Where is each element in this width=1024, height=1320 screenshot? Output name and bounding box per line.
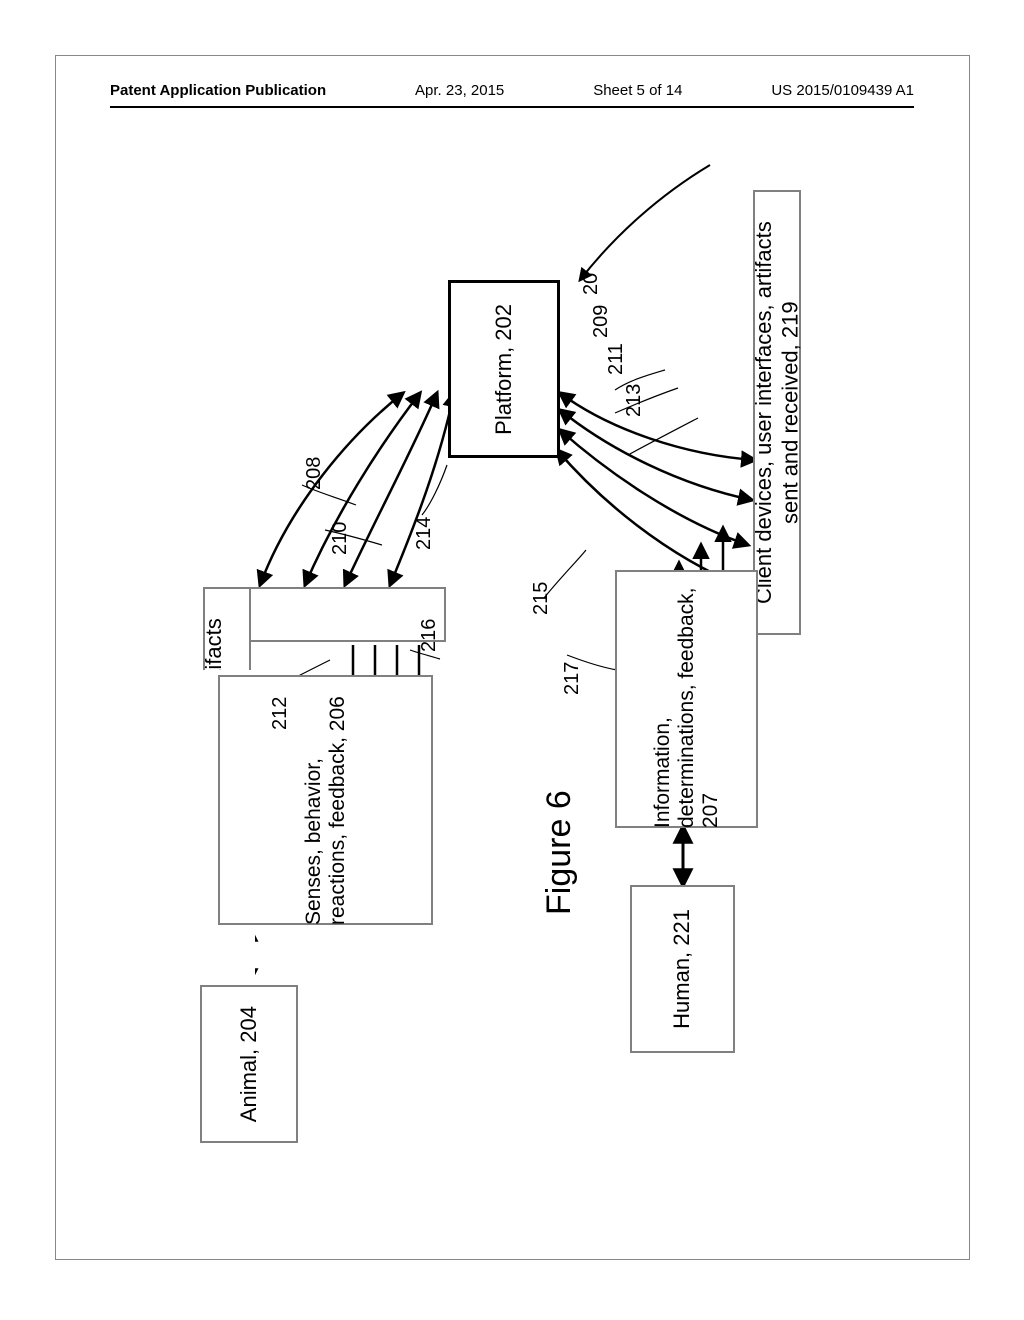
label-214: 214 [413, 517, 436, 550]
box-animal-label: Animal, 204 [236, 1006, 262, 1122]
box-human: Human, 221 [630, 885, 735, 1053]
box-platform-label: Platform, 202 [491, 304, 517, 435]
label-211: 211 [605, 343, 628, 375]
box-info-label: Information, determinations, feedback, 2… [651, 570, 723, 828]
header-rule [110, 106, 914, 108]
header-pubno: US 2015/0109439 A1 [771, 82, 914, 99]
box-client-right: Client devices, user interfaces, artifac… [753, 190, 801, 635]
box-info-text-wrap: Information, determinations, feedback, 2… [615, 570, 758, 828]
header-sheet: Sheet 5 of 14 [593, 82, 682, 99]
label-216: 216 [418, 619, 441, 652]
label-20: 20 [580, 273, 603, 295]
label-212: 212 [269, 697, 292, 730]
box-client-right-label: Client devices, user interfaces, artifac… [751, 198, 804, 627]
label-208: 208 [303, 457, 326, 490]
box-platform: Platform, 202 [448, 280, 560, 458]
header: Patent Application Publication Apr. 23, … [110, 82, 914, 99]
label-217: 217 [561, 662, 584, 695]
label-209: 209 [590, 305, 613, 338]
box-senses-text-wrap: Senses, behavior, reactions, feedback, 2… [218, 675, 433, 925]
box-animal: Animal, 204 [200, 985, 298, 1143]
label-213: 213 [623, 384, 646, 417]
box-senses-label: Senses, behavior, reactions, feedback, 2… [302, 675, 350, 925]
header-date: Apr. 23, 2015 [415, 82, 504, 99]
label-215: 215 [530, 582, 553, 615]
label-210: 210 [329, 522, 352, 555]
figure-caption: Figure 6 [540, 790, 579, 915]
header-publication-label: Patent Application Publication [110, 82, 326, 99]
box-human-label: Human, 221 [669, 909, 695, 1029]
diagram-area: Platform, 202 Client devices, user inter… [120, 155, 890, 1155]
